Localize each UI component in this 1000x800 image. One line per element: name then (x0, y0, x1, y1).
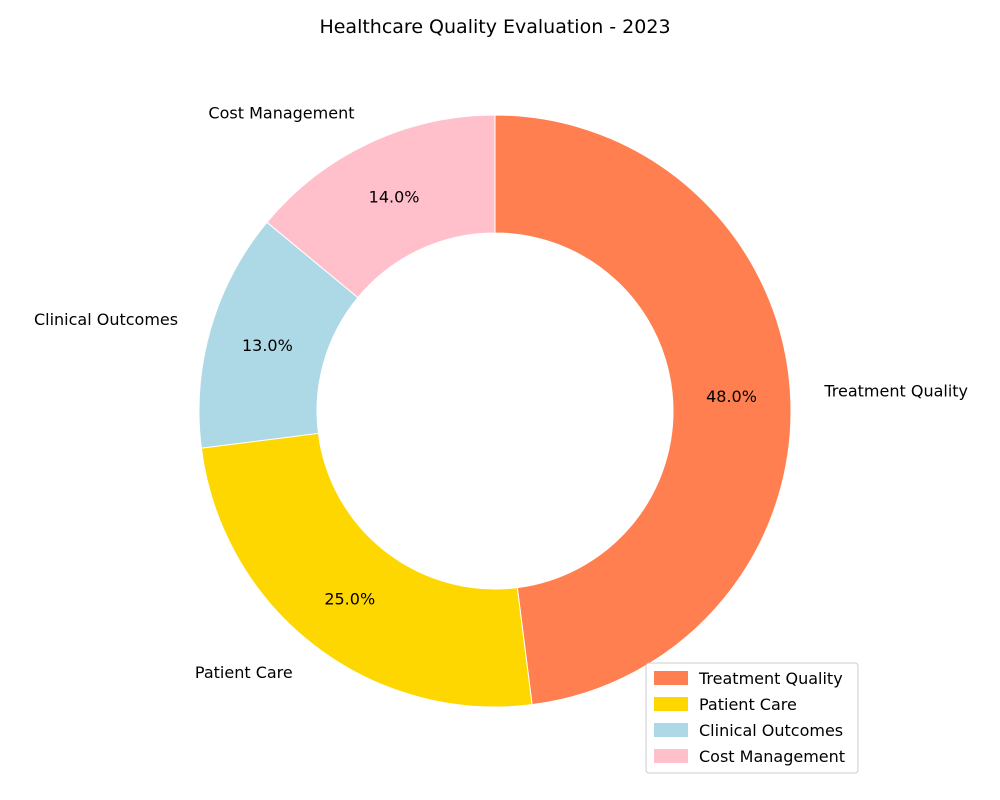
percent-label-patient-care: 25.0% (324, 589, 375, 608)
slice-label-cost-management: Cost Management (208, 103, 354, 122)
legend-label-treatment-quality: Treatment Quality (698, 669, 843, 688)
percent-label-clinical-outcomes: 13.0% (242, 336, 293, 355)
percent-labels: 48.0% 25.0% 13.0% 14.0% (242, 188, 757, 609)
percent-label-treatment-quality: 48.0% (706, 387, 757, 406)
legend-frame (645, 662, 859, 774)
legend-swatch-patient-care (654, 697, 688, 711)
donut-slices (198, 114, 792, 708)
legend-swatch-treatment-quality (654, 671, 688, 685)
legend-swatch-clinical-outcomes (654, 723, 688, 737)
donut-slice-patient-care (200, 432, 533, 708)
legend-swatch-cost-management (654, 749, 688, 763)
legend-label-patient-care: Patient Care (699, 695, 797, 714)
slice-labels: Treatment Quality Patient Care Clinical Ou… (34, 103, 968, 681)
legend-entries: Treatment Quality Patient Care Clinical Ou… (654, 669, 845, 766)
slice-label-patient-care: Patient Care (195, 663, 293, 682)
slice-label-clinical-outcomes: Clinical Outcomes (34, 310, 178, 329)
legend-label-cost-management: Cost Management (699, 747, 845, 766)
legend-label-clinical-outcomes: Clinical Outcomes (699, 721, 843, 740)
chart-title: Healthcare Quality Evaluation - 2023 (319, 16, 670, 38)
percent-label-cost-management: 14.0% (369, 188, 420, 207)
donut-slice-treatment-quality (494, 114, 792, 706)
donut-slice-cost-management (266, 114, 496, 299)
slice-label-treatment-quality: Treatment Quality (823, 381, 968, 400)
legend: Treatment Quality Patient Care Clinical Ou… (645, 662, 859, 774)
